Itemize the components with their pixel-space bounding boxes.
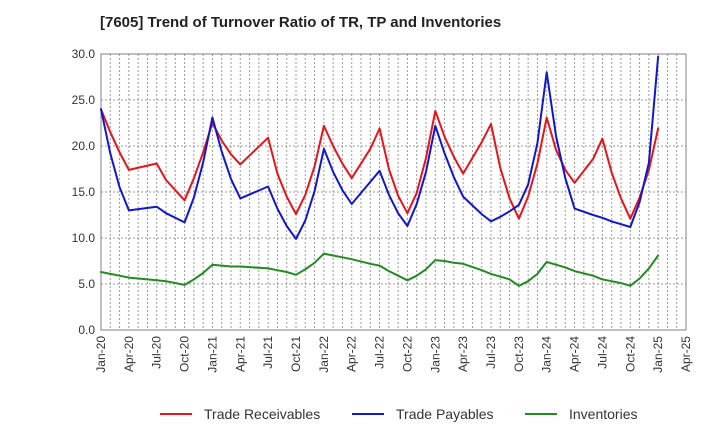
x-tick-label: Oct-20 [178, 336, 192, 372]
axis-layer: 0.0 5.0 10.0 15.0 20.0 25.0 30.0 Jan-20 Apr-20 Ju… [72, 47, 693, 373]
y-tick-label: 25.0 [72, 93, 96, 107]
legend-label-trade-payables: Trade Payables [396, 406, 494, 422]
plot-border [100, 53, 687, 331]
x-tick-label: Oct-23 [512, 336, 526, 372]
legend: Trade Receivables Trade Payables Inventori… [160, 406, 637, 422]
x-tick-label: Apr-25 [679, 336, 693, 372]
series-line-inventories [100, 252, 660, 287]
y-tick-label: 5.0 [78, 277, 95, 291]
y-tick-label: 0.0 [78, 323, 95, 337]
x-tick-label: Jan-21 [205, 336, 219, 373]
x-tick-label: Jul-21 [261, 336, 275, 369]
x-tick-label: Apr-24 [568, 336, 582, 372]
x-tick-label: Jul-23 [484, 336, 498, 369]
x-tick-label: Jul-24 [595, 336, 609, 369]
y-tick-label: 10.0 [72, 231, 96, 245]
y-tick-label: 15.0 [72, 185, 96, 199]
series-layer [100, 55, 660, 287]
series-line-trade-payables [100, 55, 660, 240]
x-tick-label: Jan-24 [540, 336, 554, 373]
x-tick-label: Apr-23 [456, 336, 470, 372]
legend-label-trade-receivables: Trade Receivables [204, 406, 320, 422]
x-tick-label: Apr-20 [122, 336, 136, 372]
legend-label-inventories: Inventories [569, 406, 637, 422]
y-tick-label: 30.0 [72, 47, 96, 61]
x-tick-label: Jan-20 [94, 336, 108, 373]
x-tick-label: Jul-22 [373, 336, 387, 369]
x-tick-label: Jan-23 [428, 336, 442, 373]
y-tick-label: 20.0 [72, 139, 96, 153]
x-tick-label: Jan-22 [317, 336, 331, 373]
x-tick-label: Apr-22 [345, 336, 359, 372]
x-tick-label: Apr-21 [233, 336, 247, 372]
x-tick-label: Oct-22 [400, 336, 414, 372]
x-tick-label: Jul-20 [150, 336, 164, 369]
x-tick-label: Oct-21 [289, 336, 303, 372]
chart-title: [7605] Trend of Turnover Ratio of TR, TP… [100, 14, 502, 31]
x-tick-label: Oct-24 [623, 336, 637, 372]
x-tick-label: Jan-25 [651, 336, 665, 373]
